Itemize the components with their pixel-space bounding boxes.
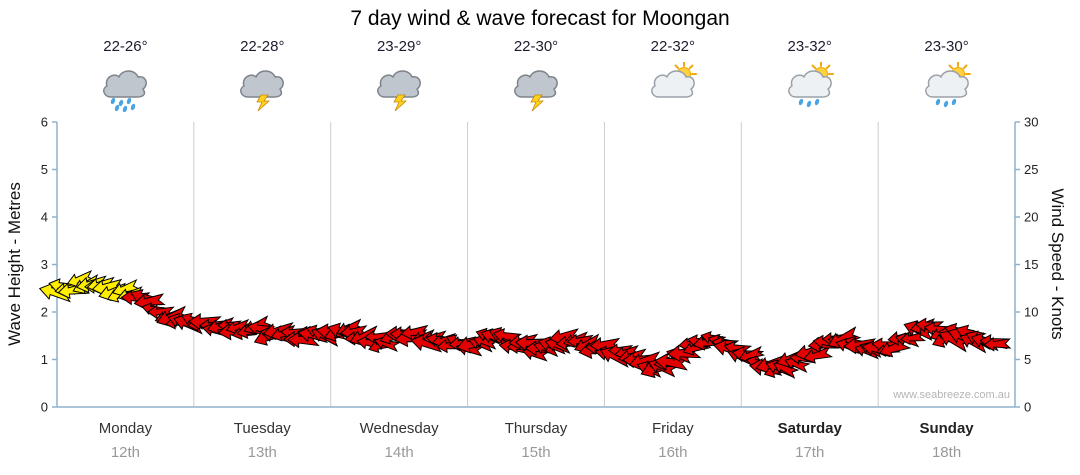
wind-tick-label: 10 <box>1024 305 1038 320</box>
wind-tick-label: 30 <box>1024 115 1038 130</box>
wind-arrow <box>899 331 927 346</box>
temperature-label: 23-32° <box>787 38 832 55</box>
weather-icon-cell <box>921 61 973 112</box>
sun-cloud-showers-icon <box>787 61 834 108</box>
temperature-label: 22-28° <box>240 38 285 55</box>
rain-icon <box>103 70 148 113</box>
wave-tick-label: 4 <box>41 210 48 225</box>
thunderstorm-icon <box>240 70 285 112</box>
day-date-label: 15th <box>521 444 551 461</box>
wave-tick-label: 1 <box>41 352 48 367</box>
day-date-label: 18th <box>931 444 962 461</box>
temperature-label: 23-30° <box>924 38 969 55</box>
weather-icon-cell <box>647 61 699 112</box>
temperature-label: 22-30° <box>513 38 559 55</box>
watermark-text: www.seabreeze.com.au <box>893 389 1010 401</box>
day-name-label: Wednesday <box>359 420 439 437</box>
wind-tick-label: 20 <box>1024 210 1038 225</box>
day-date-label: 12th <box>110 444 141 461</box>
day-date-label: 16th <box>658 444 688 461</box>
day-date-label: 17th <box>795 444 825 461</box>
wind-arrow <box>654 352 690 371</box>
day-date-label: 13th <box>247 444 277 461</box>
weather-icon-cell <box>510 62 562 112</box>
wave-tick-label: 3 <box>41 257 48 272</box>
weather-icon-cell <box>99 62 151 113</box>
weather-icon-cell <box>784 61 836 112</box>
temperature-label: 22-32° <box>650 38 696 55</box>
wind-arrow <box>410 333 445 353</box>
day-name-label: Sunday <box>919 420 974 437</box>
day-name-label: Friday <box>652 420 694 437</box>
wind-tick-label: 0 <box>1024 400 1031 415</box>
weather-icon-cell <box>236 62 288 112</box>
wind-tick-label: 15 <box>1024 257 1038 272</box>
day-name-label: Tuesday <box>233 420 291 437</box>
sun-cloud-icon <box>650 61 697 98</box>
wind-arrow <box>983 336 1012 352</box>
chart-title: 7 day wind & wave forecast for Moongan <box>350 7 730 30</box>
wave-tick-label: 6 <box>41 115 48 130</box>
weather-icon-cell <box>373 62 425 112</box>
wind-arrow-band <box>38 270 1012 380</box>
day-date-label: 14th <box>384 444 414 461</box>
day-name-label: Saturday <box>777 420 842 437</box>
temperature-label: 22-26° <box>103 38 148 55</box>
temperature-label: 23-29° <box>376 38 422 55</box>
wave-tick-label: 2 <box>41 305 48 320</box>
thunderstorm-icon <box>377 70 422 112</box>
wave-tick-label: 0 <box>41 400 48 415</box>
wind-arrow <box>400 324 430 341</box>
thunderstorm-icon <box>514 70 558 112</box>
sun-cloud-showers-icon <box>924 61 971 108</box>
wave-tick-label: 5 <box>41 162 48 177</box>
wind-arrow <box>803 346 834 364</box>
wind-tick-label: 5 <box>1024 352 1031 367</box>
wind-tick-label: 25 <box>1024 162 1038 177</box>
day-name-label: Thursday <box>504 420 568 437</box>
day-name-label: Monday <box>98 420 153 437</box>
